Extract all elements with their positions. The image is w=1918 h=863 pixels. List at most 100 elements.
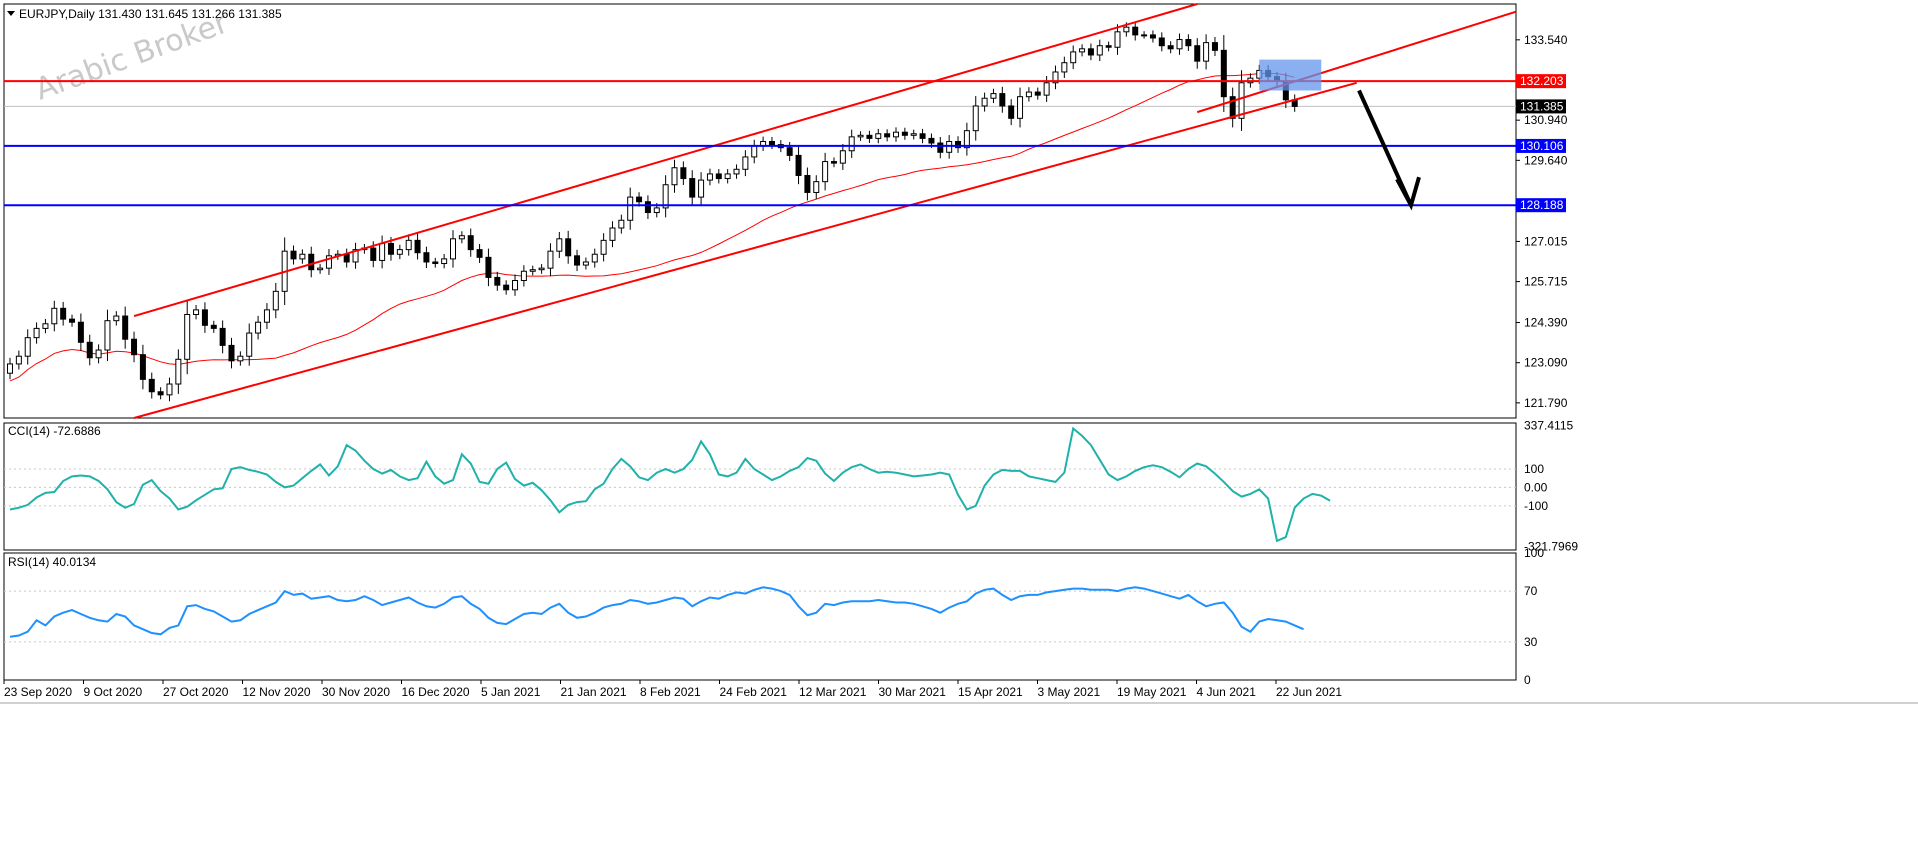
- candle-body: [618, 219, 625, 229]
- cci-panel: [3, 422, 1517, 551]
- candle-body: [1123, 26, 1130, 33]
- candle-body: [184, 314, 191, 360]
- candle-body: [175, 358, 182, 385]
- price-level-value: 128.188: [1520, 198, 1564, 212]
- date-tick-label: 4 Jun 2021: [1197, 685, 1257, 699]
- moving-average-layer: [9, 72, 1295, 382]
- candle-body: [467, 235, 474, 251]
- candle-body: [263, 309, 270, 323]
- candle-body: [786, 147, 793, 156]
- candle-body: [352, 249, 359, 263]
- date-tick-label: 3 May 2021: [1038, 685, 1101, 699]
- candle-body: [627, 196, 634, 221]
- candle-body: [609, 227, 616, 241]
- date-tick-label: 30 Nov 2020: [322, 685, 390, 699]
- candle-body: [290, 250, 297, 260]
- candle-body: [547, 250, 554, 269]
- price-tick-label: 130.940: [1524, 113, 1568, 127]
- candle-body: [671, 167, 678, 186]
- drawing-layer: [4, 3, 1517, 419]
- candle-body: [937, 142, 944, 153]
- candle-body: [1017, 96, 1024, 119]
- candle-body: [15, 355, 22, 365]
- cci-tick-label: 0.00: [1524, 480, 1548, 494]
- candle-body: [884, 133, 891, 138]
- candle-body: [7, 363, 13, 374]
- candle-body: [95, 349, 102, 359]
- cci-tick-label: 337.4115: [1524, 418, 1573, 432]
- chart-header[interactable]: EURJPY,Daily 131.430 131.645 131.266 131…: [7, 7, 282, 21]
- candle-body: [1211, 42, 1218, 51]
- price-level-value: 130.106: [1520, 139, 1564, 153]
- price-tick-label: 129.640: [1524, 153, 1568, 167]
- oscillator-layer: [9, 426, 1331, 638]
- moving-average-line: [9, 72, 1295, 382]
- date-tick-label: 8 Feb 2021: [640, 685, 701, 699]
- cci-tick-label: 100: [1524, 462, 1544, 476]
- candle-layer: [7, 21, 1298, 402]
- candle-body: [1034, 91, 1041, 96]
- candle-body: [1087, 48, 1094, 56]
- candle-body: [1185, 39, 1192, 47]
- dropdown-triangle-icon[interactable]: [7, 11, 15, 16]
- candle-body: [742, 156, 749, 170]
- candle-body: [60, 307, 67, 320]
- rsi-line: [9, 586, 1304, 638]
- date-tick-label: 16 Dec 2020: [402, 685, 470, 699]
- candle-body: [1052, 71, 1059, 84]
- candle-body: [1025, 91, 1032, 98]
- candle-body: [33, 327, 40, 339]
- date-tick-label: 27 Oct 2020: [163, 685, 229, 699]
- candle-body: [520, 270, 527, 282]
- price-level-badge: [1516, 198, 1566, 213]
- candle-body: [972, 105, 979, 132]
- axis-layer: 133.540 130.940 129.640 127.015 125.715 124.3…: [0, 33, 1918, 704]
- candle-body: [565, 238, 572, 257]
- candle-body: [857, 134, 864, 138]
- current-price-value: 131.385: [1520, 99, 1564, 113]
- date-tick-label: 15 Apr 2021: [958, 685, 1023, 699]
- candle-body: [405, 239, 412, 251]
- candle-body: [1105, 45, 1112, 48]
- candle-body: [698, 179, 705, 198]
- candle-body: [476, 249, 483, 258]
- candle-body: [450, 238, 456, 260]
- candle-body: [512, 280, 519, 291]
- candle-body: [308, 253, 315, 271]
- price-tick-label: 125.715: [1524, 275, 1568, 289]
- candle-body: [1008, 105, 1015, 119]
- candle-body: [981, 97, 988, 107]
- cci-indicator-label: CCI(14) -72.6886: [8, 424, 101, 438]
- candle-body: [990, 93, 997, 99]
- resistance-box: [1259, 59, 1322, 91]
- current-price-badge: [1516, 99, 1566, 114]
- candle-body: [1043, 82, 1050, 96]
- candle-body: [86, 341, 93, 359]
- candle-body: [1194, 45, 1201, 62]
- candle-body: [963, 130, 970, 149]
- rsi-indicator-label: RSI(14) 40.0134: [8, 555, 96, 569]
- date-tick-label: 19 May 2021: [1117, 685, 1187, 699]
- candle-body: [458, 235, 465, 240]
- candle-body: [228, 344, 235, 362]
- candle-body: [689, 178, 696, 198]
- candle-body: [113, 315, 120, 322]
- price-tick-label: 133.540: [1524, 33, 1568, 47]
- candle-body: [875, 133, 882, 139]
- candle-body: [653, 207, 660, 214]
- price-level-value: 132.203: [1520, 74, 1564, 88]
- candle-body: [387, 242, 394, 255]
- rsi-tick-label: 100: [1524, 546, 1544, 560]
- candle-body: [1229, 96, 1236, 119]
- candle-body: [822, 161, 829, 183]
- candle-body: [423, 252, 430, 263]
- candle-body: [928, 137, 935, 144]
- rsi-tick-label: 30: [1524, 635, 1538, 649]
- candle-body: [148, 378, 155, 393]
- candle-body: [193, 309, 200, 315]
- candle-body: [893, 131, 899, 138]
- candle-body: [901, 131, 908, 136]
- candle-body: [219, 327, 226, 346]
- candle-body: [830, 161, 837, 164]
- candle-body: [343, 253, 350, 263]
